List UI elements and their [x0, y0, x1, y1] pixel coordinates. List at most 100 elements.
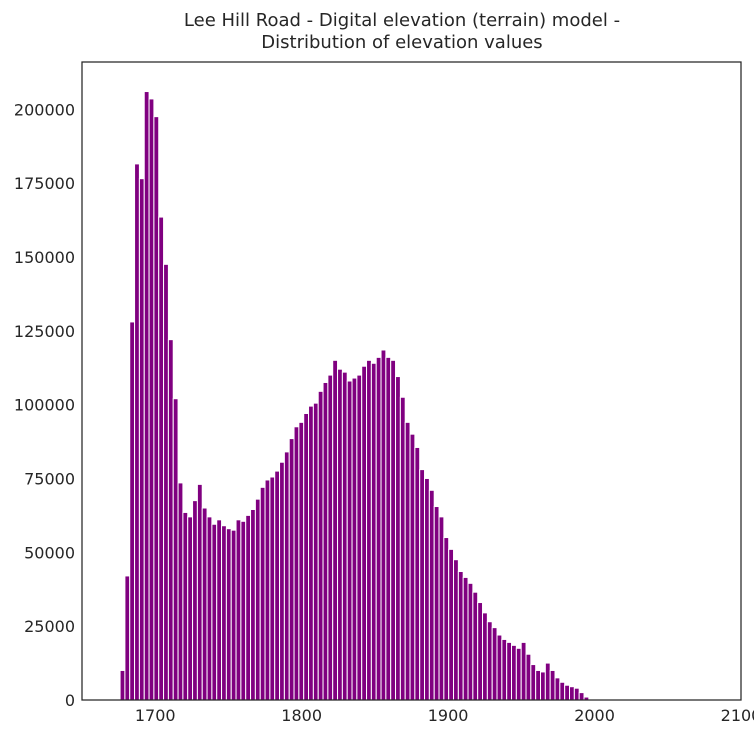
histogram-bar — [298, 421, 305, 701]
histogram-bar — [472, 591, 479, 701]
histogram-bar — [370, 362, 377, 701]
histogram-bar — [356, 374, 363, 701]
histogram-bar — [177, 482, 184, 701]
histogram-bar — [346, 380, 353, 701]
histogram-bar — [453, 559, 459, 701]
histogram-bar — [303, 412, 310, 701]
histogram-bar — [211, 523, 218, 701]
histogram-bar — [409, 433, 416, 701]
y-tick-label: 0 — [65, 691, 75, 710]
histogram-bar — [158, 216, 165, 701]
histogram-bar — [264, 479, 271, 701]
y-tick-label: 75000 — [24, 469, 75, 488]
histogram-bar — [506, 641, 513, 701]
histogram-bar — [351, 377, 358, 701]
y-tick-label: 25000 — [24, 617, 75, 636]
histogram-bar — [467, 582, 474, 701]
histogram-bar — [457, 571, 464, 701]
x-tick-label: 2000 — [574, 706, 615, 725]
chart-title-line-2: Distribution of elevation values — [261, 32, 542, 53]
histogram-bar — [216, 519, 223, 701]
histogram-bar — [225, 528, 232, 701]
histogram-bar — [187, 516, 194, 701]
histogram-bar — [477, 602, 484, 701]
y-tick-label: 125000 — [14, 322, 75, 341]
histogram-bar — [201, 507, 208, 701]
histogram-bar — [554, 677, 561, 701]
histogram-bar — [259, 486, 266, 701]
histogram-bar — [327, 374, 334, 701]
plot-frame — [81, 61, 742, 701]
histogram-bar — [564, 684, 571, 701]
histogram-bar — [419, 469, 426, 701]
histogram-bar — [337, 368, 343, 701]
histogram-bar — [163, 263, 169, 701]
histogram-bar — [322, 381, 329, 701]
histogram-bar — [482, 612, 488, 701]
histogram-bar — [380, 349, 387, 701]
histogram-bar — [192, 500, 198, 701]
histogram-bar — [544, 662, 551, 701]
histogram-bar — [448, 548, 455, 701]
histogram-bar — [549, 669, 556, 701]
histogram-bar — [559, 681, 566, 701]
histogram-bar — [511, 644, 517, 701]
y-tick-label: 150000 — [14, 248, 75, 267]
histogram-bar — [491, 627, 498, 701]
histogram-bar — [250, 508, 256, 701]
x-tick-label: 1900 — [428, 706, 469, 725]
x-tick-label: 1700 — [135, 706, 176, 725]
histogram-bar — [395, 376, 401, 701]
histogram-bar — [167, 339, 174, 701]
chart-title-line-1: Lee Hill Road - Digital elevation (terra… — [184, 10, 620, 31]
histogram-bar — [254, 498, 261, 701]
histogram-bar — [148, 98, 155, 701]
histogram-bar — [361, 365, 368, 701]
histogram-bar — [312, 402, 319, 701]
histogram-bar — [124, 575, 131, 701]
histogram-bar — [153, 116, 160, 701]
histogram-bar — [172, 398, 179, 701]
histogram-bar — [375, 356, 382, 701]
histogram-bar — [143, 91, 150, 701]
histogram-bar — [535, 669, 542, 701]
histogram-bar — [274, 470, 281, 701]
histogram-bar — [530, 664, 537, 701]
histogram-bar — [540, 671, 546, 701]
x-tick-label: 1800 — [281, 706, 322, 725]
histogram-bar — [496, 634, 503, 701]
y-axis-ticks: 0 25000 50000 75000 100000 125000 150000 175000… — [14, 100, 75, 710]
y-tick-label: 175000 — [14, 174, 75, 193]
histogram-bar — [245, 514, 252, 701]
histogram-bar — [196, 483, 203, 701]
y-tick-label: 200000 — [14, 100, 75, 119]
histogram-bar — [288, 438, 295, 701]
histogram-bar — [428, 489, 435, 701]
histogram-bar — [182, 511, 189, 701]
histogram-bar — [515, 647, 522, 701]
histogram-bar — [366, 359, 372, 701]
histogram-bar — [269, 476, 276, 701]
histogram-bar — [332, 359, 339, 701]
histogram-bar — [525, 653, 532, 701]
histogram-bar — [404, 421, 411, 701]
histogram-bar — [138, 178, 145, 701]
histogram-bar — [293, 426, 300, 701]
histogram-bar — [501, 638, 508, 701]
histogram-bar — [230, 529, 237, 701]
histogram-bar — [235, 519, 242, 701]
histogram-bar — [134, 163, 140, 701]
histogram-bar — [390, 359, 397, 701]
histogram-bar — [279, 461, 285, 701]
histogram-bar — [385, 356, 392, 701]
histogram-bar — [206, 516, 213, 701]
histogram-bar — [129, 321, 136, 701]
y-tick-label: 100000 — [14, 396, 75, 415]
histogram-bar — [240, 520, 247, 701]
histogram-bar — [433, 506, 440, 701]
histogram-bar — [573, 687, 580, 701]
histogram-bars — [119, 91, 590, 701]
